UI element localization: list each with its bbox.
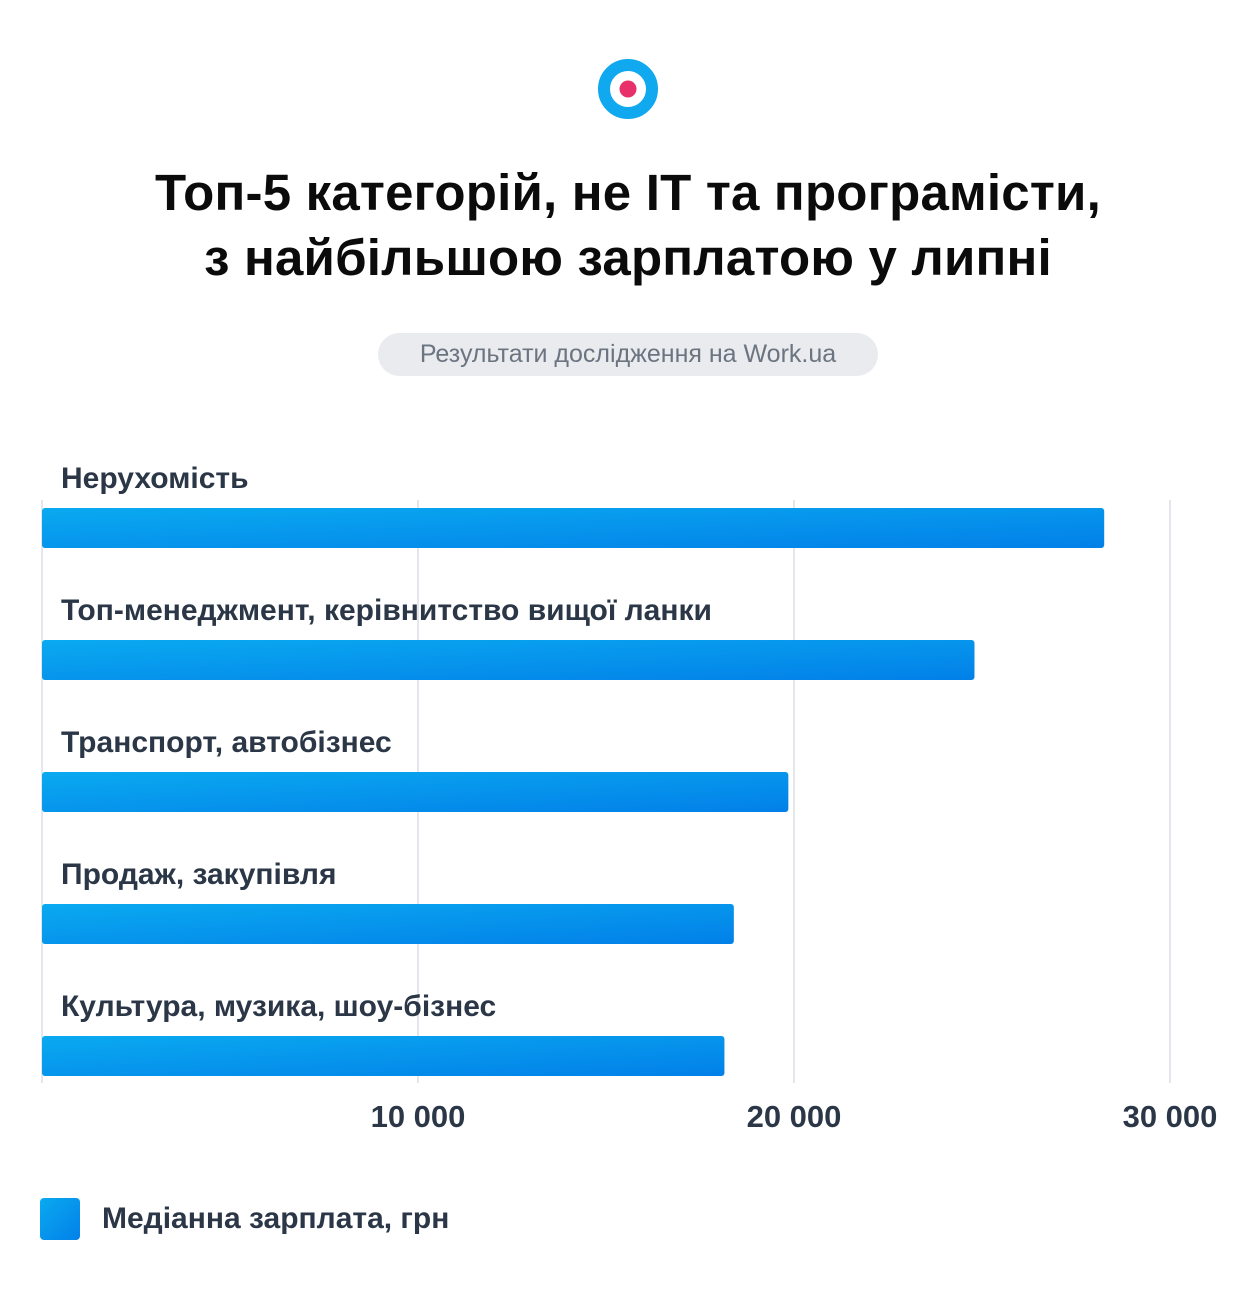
logo-ring (598, 59, 658, 119)
bar (42, 508, 1105, 548)
bar (42, 640, 975, 680)
chart-title: Топ-5 категорій, не IT та програмісти, з… (0, 160, 1256, 290)
category-label: Топ-менеджмент, керівнитство вищої ланки (61, 594, 712, 627)
category-label: Культура, музика, шоу-бізнес (61, 990, 496, 1023)
x-axis-ticks: 10 000 20 000 30 000 (371, 1099, 1218, 1134)
legend-swatch (40, 1198, 80, 1240)
bar (42, 1036, 725, 1076)
category-label: Транспорт, автобізнес (61, 726, 392, 759)
category-label: Продаж, закупівля (61, 858, 336, 891)
legend: Медіанна зарплата, грн (40, 1197, 449, 1241)
category-label: Нерухомість (61, 462, 249, 495)
chart-title-line-1: Топ-5 категорій, не IT та програмісти, (155, 164, 1101, 221)
x-tick-label: 10 000 (371, 1099, 466, 1134)
legend-label: Медіанна зарплата, грн (102, 1202, 450, 1235)
bar (42, 772, 789, 812)
bar (42, 904, 734, 944)
category-labels: Нерухомість Топ-менеджмент, керівнитство … (61, 462, 712, 1023)
source-badge: Результати дослідження на Work.ua (378, 333, 878, 376)
target-logo-icon (598, 59, 658, 119)
logo-dot (619, 80, 637, 98)
x-tick-label: 30 000 (1123, 1099, 1218, 1134)
bars (42, 508, 1105, 1076)
x-tick-label: 20 000 (747, 1099, 842, 1134)
chart-title-line-2: з найбільшою зарплатою у липні (204, 229, 1052, 286)
